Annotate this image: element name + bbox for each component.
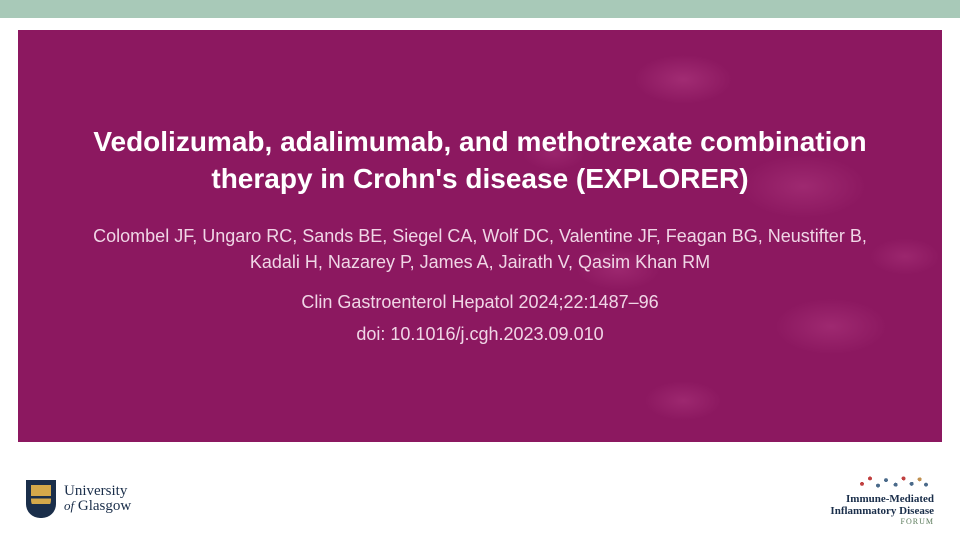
slide-title: Vedolizumab, adalimumab, and methotrexat… [68, 124, 892, 197]
top-accent-bar [0, 0, 960, 18]
university-line1: University [64, 484, 131, 500]
author-list: Colombel JF, Ungaro RC, Sands BE, Siegel… [90, 223, 870, 275]
forum-line2: Inflammatory Disease [830, 505, 934, 517]
university-logo: University of Glasgow [26, 480, 131, 518]
university-name: University of Glasgow [64, 484, 131, 516]
dots-icon [854, 473, 934, 491]
forum-logo: Immune-Mediated Inflammatory Disease FOR… [830, 473, 934, 526]
doi-text: doi: 10.1016/j.cgh.2023.09.010 [356, 321, 603, 347]
crest-icon [26, 480, 56, 518]
title-panel: Vedolizumab, adalimumab, and methotrexat… [18, 30, 942, 442]
forum-line1: Immune-Mediated [830, 493, 934, 505]
journal-citation: Clin Gastroenterol Hepatol 2024;22:1487–… [301, 289, 658, 315]
forum-label: FORUM [830, 517, 934, 526]
footer: University of Glasgow Immune-Mediated In… [0, 473, 960, 526]
university-line2: of Glasgow [64, 499, 131, 515]
